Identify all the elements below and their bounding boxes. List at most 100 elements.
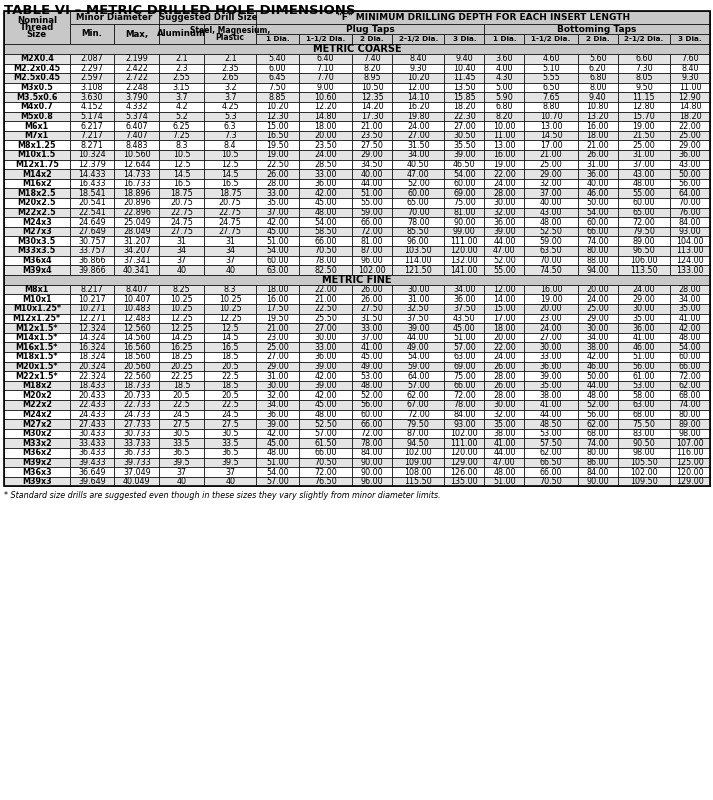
- Bar: [617, 333, 670, 342]
- Text: 66.00: 66.00: [540, 467, 563, 477]
- Text: 20.433: 20.433: [78, 390, 106, 400]
- Bar: [159, 150, 204, 160]
- Text: 39.433: 39.433: [78, 458, 106, 467]
- Bar: [4, 371, 69, 381]
- Bar: [204, 74, 256, 83]
- Bar: [159, 237, 204, 246]
- Text: 43.50: 43.50: [453, 314, 476, 323]
- Bar: [159, 323, 204, 333]
- Text: 9.00: 9.00: [317, 83, 334, 92]
- Bar: [299, 102, 352, 112]
- Text: 66.00: 66.00: [314, 448, 337, 458]
- Text: 6.80: 6.80: [589, 74, 607, 82]
- Text: 5.00: 5.00: [496, 83, 513, 92]
- Text: M39x4: M39x4: [22, 266, 51, 274]
- Bar: [670, 438, 710, 448]
- Bar: [578, 131, 617, 141]
- Text: 65.00: 65.00: [632, 208, 655, 217]
- Bar: [578, 448, 617, 458]
- Text: 35.50: 35.50: [453, 141, 476, 150]
- Text: 10.70: 10.70: [540, 112, 563, 121]
- Bar: [159, 54, 204, 64]
- Text: 7.407: 7.407: [125, 131, 148, 140]
- Text: 114.00: 114.00: [404, 256, 432, 265]
- Text: 24.00: 24.00: [314, 150, 337, 159]
- Text: 60.00: 60.00: [407, 189, 429, 198]
- Bar: [484, 410, 524, 419]
- Text: 31.207: 31.207: [123, 237, 150, 246]
- Text: 50.00: 50.00: [679, 170, 702, 178]
- Text: 93.00: 93.00: [453, 419, 476, 429]
- Text: 49.00: 49.00: [407, 342, 429, 352]
- Bar: [159, 477, 204, 486]
- Bar: [392, 218, 444, 227]
- Text: 48.00: 48.00: [266, 448, 289, 458]
- Text: 62.00: 62.00: [407, 390, 429, 400]
- Text: 48.00: 48.00: [361, 381, 384, 390]
- Bar: [524, 93, 578, 102]
- Text: 43.00: 43.00: [679, 160, 701, 169]
- Text: 72.00: 72.00: [632, 218, 655, 226]
- Text: 75.00: 75.00: [453, 371, 476, 381]
- Bar: [204, 467, 256, 477]
- Bar: [444, 285, 484, 294]
- Bar: [204, 266, 256, 275]
- Text: 57.00: 57.00: [266, 477, 289, 486]
- Text: 135.00: 135.00: [451, 477, 478, 486]
- Bar: [114, 112, 159, 122]
- Bar: [392, 294, 444, 304]
- Bar: [670, 362, 710, 371]
- Text: 6.80: 6.80: [496, 102, 513, 111]
- Bar: [617, 141, 670, 150]
- Bar: [392, 266, 444, 275]
- Bar: [484, 198, 524, 208]
- Text: 10.407: 10.407: [123, 294, 150, 304]
- Text: 30.50: 30.50: [453, 131, 476, 140]
- Bar: [352, 170, 392, 179]
- Text: 57.50: 57.50: [540, 438, 563, 448]
- Text: 21.00: 21.00: [587, 141, 609, 150]
- Text: 13.00: 13.00: [540, 122, 563, 130]
- Bar: [204, 102, 256, 112]
- Bar: [256, 74, 299, 83]
- Bar: [670, 54, 710, 64]
- Text: 14.5: 14.5: [222, 333, 239, 342]
- Text: Bottoming Taps: Bottoming Taps: [558, 25, 637, 34]
- Text: M18x1.5*: M18x1.5*: [16, 352, 58, 362]
- Bar: [352, 314, 392, 323]
- Bar: [444, 141, 484, 150]
- Text: 24.649: 24.649: [78, 218, 106, 226]
- Text: 2 Dia.: 2 Dia.: [586, 36, 610, 42]
- Text: 64.00: 64.00: [679, 189, 701, 198]
- Bar: [69, 179, 114, 189]
- Text: 24.433: 24.433: [78, 410, 106, 419]
- Text: 84.00: 84.00: [361, 448, 384, 458]
- Text: 28.049: 28.049: [123, 227, 150, 236]
- Text: 27.50: 27.50: [361, 304, 384, 314]
- Bar: [392, 170, 444, 179]
- Text: 5.10: 5.10: [543, 64, 560, 73]
- Text: 20.896: 20.896: [123, 198, 150, 207]
- Text: 70.50: 70.50: [314, 246, 337, 255]
- Bar: [352, 390, 392, 400]
- Bar: [159, 256, 204, 266]
- Text: 99.00: 99.00: [453, 227, 476, 236]
- Bar: [299, 448, 352, 458]
- Text: 115.50: 115.50: [404, 477, 432, 486]
- Text: 69.00: 69.00: [453, 362, 476, 371]
- Bar: [444, 131, 484, 141]
- Bar: [114, 362, 159, 371]
- Bar: [617, 256, 670, 266]
- Text: 22.733: 22.733: [123, 400, 150, 410]
- Text: 64.00: 64.00: [407, 371, 429, 381]
- Bar: [256, 352, 299, 362]
- Bar: [444, 266, 484, 275]
- Text: 12.30: 12.30: [266, 112, 289, 121]
- Text: 11.00: 11.00: [493, 131, 515, 140]
- Bar: [444, 122, 484, 131]
- Text: 35.00: 35.00: [540, 381, 563, 390]
- Text: M4x0.7: M4x0.7: [21, 102, 53, 111]
- Bar: [299, 294, 352, 304]
- Bar: [204, 438, 256, 448]
- Bar: [524, 170, 578, 179]
